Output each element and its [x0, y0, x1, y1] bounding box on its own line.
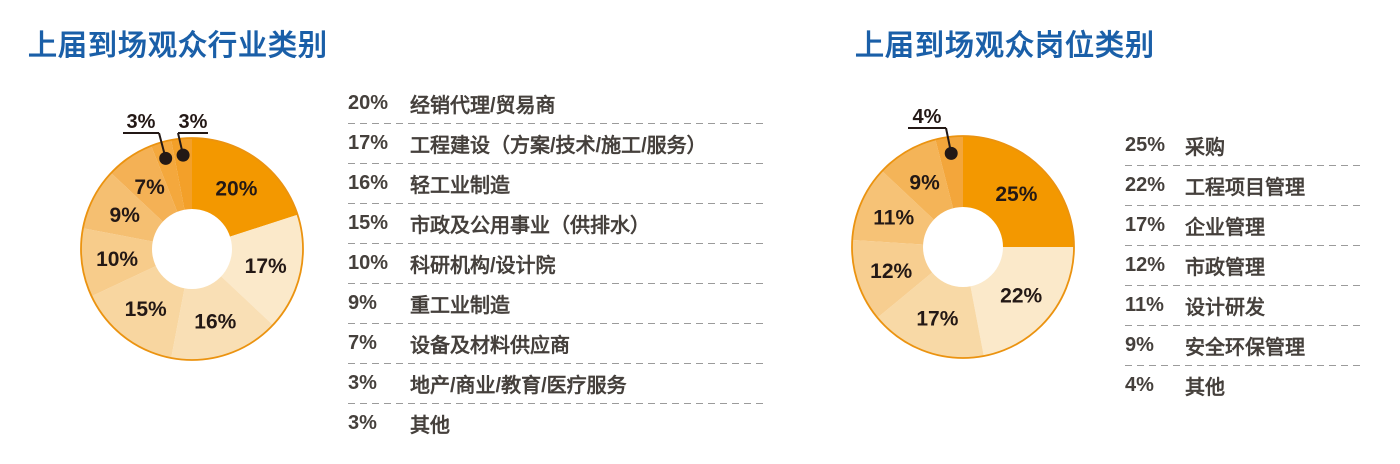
position-chart-title: 上届到场观众岗位类别 — [855, 30, 1156, 62]
donut-hole — [923, 207, 1003, 287]
legend-label: 采购 — [1185, 137, 1225, 159]
legend-row: 22% 工程项目管理 — [1125, 166, 1365, 205]
legend-row: 4% 其他 — [1125, 366, 1365, 405]
legend-separator — [1125, 285, 1365, 286]
slice-label: 22% — [1000, 285, 1042, 308]
legend-row: 17% 企业管理 — [1125, 206, 1365, 245]
legend-label: 其他 — [410, 415, 450, 437]
slice-label: 10% — [96, 248, 138, 271]
legend-row: 16% 轻工业制造 — [348, 164, 764, 203]
legend-percent: 9% — [1125, 334, 1154, 356]
slice-label: 9% — [909, 172, 940, 195]
industry-chart-title: 上届到场观众行业类别 — [28, 30, 329, 62]
legend-percent: 15% — [348, 212, 389, 234]
legend-separator — [1125, 165, 1365, 166]
legend-row: 9% 安全环保管理 — [1125, 326, 1365, 365]
legend-label: 安全环保管理 — [1185, 337, 1305, 359]
legend-separator — [348, 123, 764, 124]
legend-separator — [1125, 365, 1365, 366]
legend-row: 10% 科研机构/设计院 — [348, 244, 764, 283]
legend-row: 20% 经销代理/贸易商 — [348, 84, 764, 123]
slice-label: 12% — [870, 260, 912, 283]
legend-label: 工程项目管理 — [1185, 177, 1305, 199]
legend-separator — [348, 363, 764, 364]
legend-separator — [348, 323, 764, 324]
legend-separator — [348, 163, 764, 164]
callout-label: 3% — [127, 111, 156, 133]
legend-separator — [348, 283, 764, 284]
slice-label: 11% — [873, 207, 914, 230]
legend-percent: 17% — [1125, 214, 1166, 236]
legend-label: 企业管理 — [1185, 217, 1265, 239]
legend-label: 市政及公用事业（供排水） — [410, 215, 650, 237]
legend-percent: 3% — [348, 412, 377, 434]
legend-percent: 9% — [348, 292, 377, 314]
callout-dot — [176, 148, 190, 162]
legend-label: 地产/商业/教育/医疗服务 — [410, 375, 627, 397]
callout-label: 3% — [179, 111, 208, 133]
legend-separator — [348, 403, 764, 404]
position-donut-chart: 25% 22% 17% 12% 11% 9% 4% — [851, 106, 1075, 359]
legend-percent: 3% — [348, 372, 377, 394]
industry-legend: 20% 经销代理/贸易商 17% 工程建设（方案/技术/施工/服务） 16% 轻工业制造 1… — [348, 84, 764, 443]
donut-outline — [851, 135, 1075, 359]
legend-row: 15% 市政及公用事业（供排水） — [348, 204, 764, 243]
legend-label: 工程建设（方案/技术/施工/服务） — [410, 135, 707, 157]
callout-dot — [159, 151, 173, 165]
slice-label: 7% — [134, 176, 165, 199]
legend-separator — [1125, 245, 1365, 246]
slice-label: 9% — [110, 204, 141, 227]
legend-row: 3% 其他 — [348, 404, 764, 443]
legend-row: 17% 工程建设（方案/技术/施工/服务） — [348, 124, 764, 163]
legend-label: 其他 — [1185, 377, 1225, 399]
legend-percent: 22% — [1125, 174, 1166, 196]
slice-label: 20% — [215, 177, 257, 200]
slice-label: 25% — [995, 183, 1037, 206]
legend-label: 经销代理/贸易商 — [410, 95, 556, 117]
legend-label: 重工业制造 — [410, 295, 510, 317]
donut-outline — [80, 137, 304, 361]
legend-row: 11% 设计研发 — [1125, 286, 1365, 325]
legend-percent: 12% — [1125, 254, 1166, 276]
callout: 3% — [123, 111, 173, 165]
slice-label: 17% — [916, 308, 958, 331]
legend-separator — [1125, 205, 1365, 206]
legend-percent: 7% — [348, 332, 377, 354]
legend-percent: 11% — [1125, 294, 1164, 316]
legend-separator — [348, 203, 764, 204]
legend-label: 市政管理 — [1185, 257, 1265, 279]
legend-row: 9% 重工业制造 — [348, 284, 764, 323]
legend-percent: 4% — [1125, 374, 1154, 396]
position-legend: 25% 采购 22% 工程项目管理 17% 企业管理 12% 市政管理 11% 设计研发 9% 安全环… — [1125, 126, 1365, 405]
legend-percent: 17% — [348, 132, 389, 154]
legend-separator — [1125, 325, 1365, 326]
legend-row: 12% 市政管理 — [1125, 246, 1365, 285]
legend-label: 设备及材料供应商 — [410, 335, 570, 357]
donut-hole — [152, 209, 232, 289]
legend-separator — [348, 243, 764, 244]
legend-label: 轻工业制造 — [410, 175, 510, 197]
legend-label: 设计研发 — [1185, 297, 1265, 319]
callout: 3% — [176, 111, 208, 162]
slice-label: 17% — [245, 255, 287, 278]
legend-label: 科研机构/设计院 — [410, 255, 556, 277]
legend-row: 25% 采购 — [1125, 126, 1365, 165]
callout-dot — [944, 146, 958, 160]
slice-label: 15% — [125, 298, 167, 321]
legend-percent: 20% — [348, 92, 389, 114]
legend-percent: 16% — [348, 172, 389, 194]
callout-label: 4% — [913, 106, 942, 128]
legend-row: 3% 地产/商业/教育/医疗服务 — [348, 364, 764, 403]
industry-donut-chart: 20% 17% 16% 15% 10% 9% 7% 3% 3% — [80, 111, 304, 361]
legend-percent: 25% — [1125, 134, 1166, 156]
slice-label: 16% — [194, 310, 236, 333]
callout: 4% — [908, 106, 958, 160]
legend-percent: 10% — [348, 252, 389, 274]
legend-row: 7% 设备及材料供应商 — [348, 324, 764, 363]
